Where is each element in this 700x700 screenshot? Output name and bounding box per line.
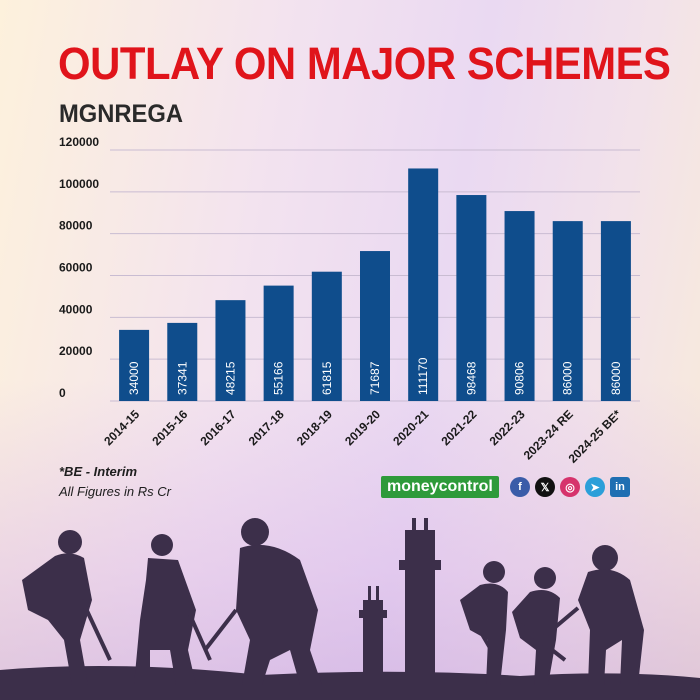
y-tick-label: 120000 [59,135,99,149]
footnote-interim: *BE - Interim [59,464,138,479]
x-axis-labels: 2014-15 2015-16 2016-17 2017-18 2018-19 2019-… [101,407,624,466]
instagram-icon[interactable]: ◎ [560,477,580,497]
background-tint [0,380,700,700]
social-icons: f 𝕏 ◎ ➤ in [510,477,630,497]
bar-value-label: 34000 [127,361,141,395]
bar-value-label: 71687 [368,361,382,395]
y-tick-label: 80000 [59,219,93,233]
telegram-icon[interactable]: ➤ [585,477,605,497]
bar-value-label: 98468 [464,361,478,395]
bar [263,285,294,401]
x-tick-label: 2018-19 [294,407,335,448]
bar-value-label: 86000 [561,361,575,395]
x-tick-label: 2020-21 [390,407,431,448]
y-tick-label: 60000 [59,261,93,275]
workers-silhouette [0,518,700,700]
x-tick-label: 2019-20 [342,407,383,448]
bar [504,211,535,401]
bar [311,271,342,401]
bar [167,322,198,401]
bar [408,168,439,401]
facebook-icon[interactable]: f [510,477,530,497]
y-tick-label: 100000 [59,177,99,191]
y-tick-label: 40000 [59,302,93,316]
footnote-units: All Figures in Rs Cr [59,484,171,499]
bar-value-label: 90806 [513,361,527,395]
chart-title: OUTLAY ON MAJOR SCHEMES [58,38,671,89]
footnotes: *BE - Interim All Figures in Rs Cr [59,462,171,502]
y-tick-label: 20000 [59,344,93,358]
bar [119,329,150,401]
chart-subtitle: MGNREGA [59,100,184,128]
x-tick-label: 2015-16 [149,407,190,448]
bar [215,300,246,401]
bar [600,221,631,401]
bars: 34000 37341 48215 55166 61815 71687 111170 9846… [119,168,631,401]
y-axis-labels: 0 20000 40000 60000 80000 100000 120000 [59,135,99,400]
bar-value-label: 37341 [175,361,189,395]
bar [552,221,583,401]
linkedin-icon[interactable]: in [610,477,630,497]
bar-value-label: 61815 [320,361,334,395]
x-tick-label: 2017-18 [246,407,287,448]
x-tick-label: 2014-15 [101,407,142,448]
bar-value-label: 111170 [416,357,430,395]
bar-value-label: 48215 [223,361,237,395]
moneycontrol-logo[interactable]: moneycontrol [381,476,499,498]
x-tick-label: 2021-22 [438,407,479,448]
x-icon[interactable]: 𝕏 [535,477,555,497]
x-tick-label: 2016-17 [198,407,239,448]
bar [456,195,487,401]
bar [360,251,390,401]
bar-value-label: 55166 [272,361,286,395]
y-tick-label: 0 [59,386,66,400]
x-tick-label: 2022-23 [487,407,528,448]
bar-value-label: 86000 [609,361,623,395]
